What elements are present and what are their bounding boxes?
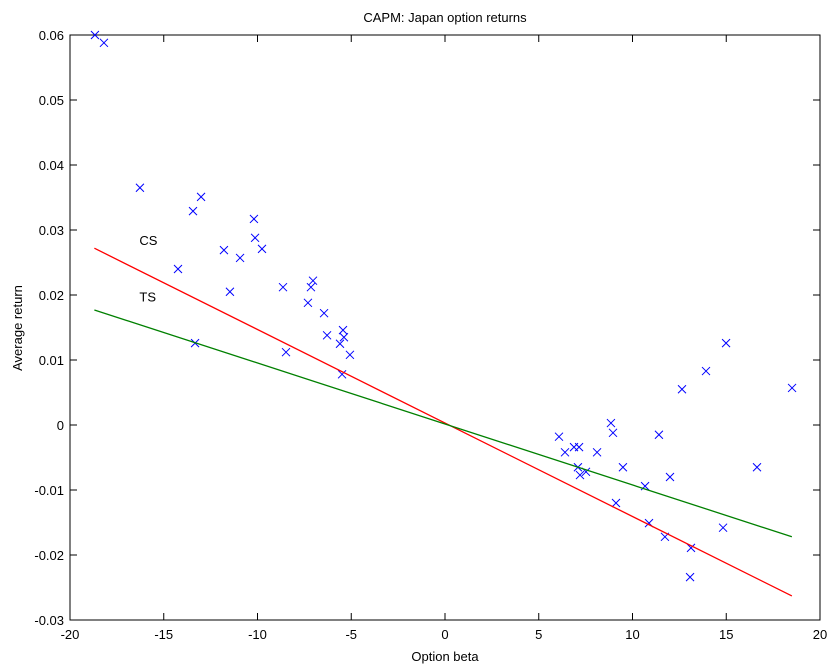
line-label: CS — [139, 233, 157, 248]
y-axis-label: Average return — [10, 285, 25, 371]
scatter-point — [686, 543, 696, 553]
fit-line — [94, 309, 793, 538]
scatter-point — [90, 30, 100, 40]
chart-title: CAPM: Japan option returns — [363, 10, 527, 25]
scatter-point — [337, 369, 347, 379]
scatter-point — [250, 233, 260, 243]
scatter-point — [306, 282, 316, 292]
scatter-point — [338, 325, 348, 335]
fit-line — [94, 247, 793, 597]
x-tick-label: 10 — [625, 627, 639, 642]
scatter-point — [701, 366, 711, 376]
x-tick-label: -15 — [154, 627, 173, 642]
scatter-point — [665, 472, 675, 482]
scatter-point — [345, 350, 355, 360]
scatter-point — [339, 332, 349, 342]
y-tick-label: -0.01 — [34, 483, 64, 498]
y-tick-label: 0.05 — [39, 93, 64, 108]
x-tick-label: -20 — [61, 627, 80, 642]
scatter-point — [257, 244, 267, 254]
scatter-point — [135, 183, 145, 193]
scatter-point — [225, 287, 235, 297]
x-tick-label: -5 — [345, 627, 357, 642]
scatter-point — [721, 338, 731, 348]
x-axis-label: Option beta — [411, 649, 479, 664]
scatter-point — [196, 192, 206, 202]
x-tick-label: 0 — [441, 627, 448, 642]
scatter-point — [574, 442, 584, 452]
scatter-point — [99, 38, 109, 48]
scatter-point — [281, 347, 291, 357]
y-tick-label: 0.02 — [39, 288, 64, 303]
scatter-point — [308, 276, 318, 286]
scatter-point — [752, 462, 762, 472]
y-tick-label: 0.06 — [39, 28, 64, 43]
scatter-point — [618, 462, 628, 472]
scatter-point — [303, 298, 313, 308]
scatter-point — [685, 572, 695, 582]
scatter-point — [219, 245, 229, 255]
scatter-point — [606, 418, 616, 428]
scatter-point — [188, 206, 198, 216]
scatter-point — [611, 498, 621, 508]
scatter-point — [677, 384, 687, 394]
scatter-point — [249, 214, 259, 224]
scatter-point — [278, 282, 288, 292]
line-label: TS — [139, 290, 156, 305]
scatter-point — [560, 447, 570, 457]
scatter-point — [173, 264, 183, 274]
x-tick-label: -10 — [248, 627, 267, 642]
scatter-point — [718, 523, 728, 533]
scatter-point — [654, 430, 664, 440]
scatter-point — [592, 447, 602, 457]
scatter-point — [335, 339, 345, 349]
scatter-point — [322, 330, 332, 340]
y-tick-label: 0 — [57, 418, 64, 433]
scatter-point — [787, 383, 797, 393]
x-tick-label: 20 — [813, 627, 827, 642]
x-tick-label: 15 — [719, 627, 733, 642]
scatter-point — [554, 432, 564, 442]
scatter-point — [608, 428, 618, 438]
y-tick-label: 0.04 — [39, 158, 64, 173]
scatter-point — [575, 470, 585, 480]
x-tick-label: 5 — [535, 627, 542, 642]
scatter-point — [319, 308, 329, 318]
y-tick-label: -0.03 — [34, 613, 64, 628]
y-tick-label: 0.01 — [39, 353, 64, 368]
y-tick-label: -0.02 — [34, 548, 64, 563]
scatter-point — [235, 253, 245, 263]
y-tick-label: 0.03 — [39, 223, 64, 238]
